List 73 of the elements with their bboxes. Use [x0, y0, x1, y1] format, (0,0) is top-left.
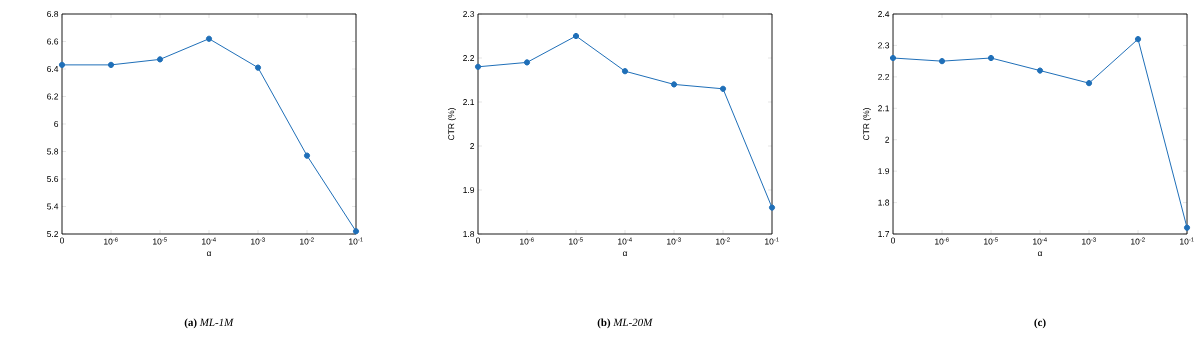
point: [58, 61, 66, 68]
y-tick-label: 1.8: [878, 199, 890, 206]
x-tick-label: 10$^{-4}$: [618, 237, 632, 245]
point: [938, 58, 946, 65]
y-tick-label: 6.8: [47, 11, 59, 17]
point: [156, 56, 164, 63]
point: [1134, 36, 1142, 43]
x-tick-label: 10$^{-3}$: [251, 237, 265, 245]
y-tick-label: 6.6: [47, 38, 59, 45]
y-tick-label: 6: [54, 121, 59, 127]
y-tick-label: 2.3: [878, 42, 890, 49]
y-tick-label: 2: [885, 136, 890, 143]
x-tick-label: 10$^{-1}$: [349, 237, 363, 245]
x-tick-label: 10$^{-2}$: [300, 237, 314, 245]
x-tick-label: 10$^{-1}$: [765, 237, 779, 245]
y-tick-label: 1.9: [878, 168, 890, 175]
point: [352, 228, 360, 235]
x-tick-label: 10$^{-5}$: [569, 237, 583, 245]
x-tick-label: 10$^{-6}$: [520, 237, 534, 245]
y-tick-label: 2.1: [878, 105, 890, 112]
point: [303, 152, 311, 159]
y-tick-label: 1.9: [463, 187, 475, 193]
point: [474, 63, 482, 70]
point: [719, 85, 727, 92]
x-axis-title: α: [1037, 251, 1043, 257]
point: [107, 61, 115, 68]
point: [572, 32, 580, 40]
y-tick-label: 6.4: [47, 66, 59, 72]
y-axis-title: CTR (%): [447, 108, 456, 141]
point: [1085, 80, 1093, 87]
y-tick-label: 5.4: [47, 203, 59, 210]
point: [621, 68, 629, 75]
point: [670, 81, 678, 88]
x-tick-label: 0: [475, 237, 481, 244]
point: [1036, 67, 1044, 74]
x-tick-label: 10$^{-2}$: [1131, 237, 1145, 245]
text: (b) ML-20M: [597, 318, 653, 329]
y-tick-label: 1.7: [878, 231, 890, 237]
y-tick-label: 2: [470, 143, 475, 149]
x-tick-label: 10$^{-3}$: [667, 237, 681, 245]
y-tick-label: 2.2: [878, 73, 890, 80]
x-tick-label: 10$^{-5}$: [153, 237, 167, 245]
x-tick-label: 0: [890, 237, 896, 244]
point: [987, 54, 995, 62]
y-axis-title: CTR (%): [862, 108, 871, 141]
x-tick-label: 10$^{-3}$: [1082, 237, 1096, 245]
y-tick-label: 5.6: [47, 176, 59, 182]
y-tick-label: 2.4: [878, 11, 890, 17]
x-tick-label: 10$^{-4}$: [202, 237, 216, 245]
x-tick-label: 10$^{-6}$: [104, 237, 118, 245]
text: (a) ML-1M: [184, 318, 234, 329]
point: [768, 204, 776, 211]
x-tick-label: 10$^{-1}$: [1180, 237, 1194, 245]
x-axis-title: α: [622, 251, 628, 257]
y-tick-label: 1.8: [463, 231, 475, 237]
y-tick-label: 2.1: [463, 99, 475, 105]
y-tick-label: 5.8: [47, 148, 59, 155]
x-tick-label: 10$^{-2}$: [716, 237, 730, 245]
x-axis-title: α: [206, 251, 212, 257]
point: [1183, 224, 1191, 231]
y-tick-label: 2.2: [463, 55, 475, 61]
point: [205, 35, 213, 42]
x-tick-label: 10$^{-6}$: [935, 237, 949, 245]
y-tick-label: 6.2: [47, 93, 59, 100]
y-tick-label: 5.2: [47, 231, 59, 237]
text: (c): [1034, 318, 1046, 329]
x-tick-label: 10$^{-5}$: [984, 237, 998, 245]
x-tick-label: 10$^{-4}$: [1033, 237, 1047, 245]
point: [889, 54, 897, 62]
x-tick-label: 0: [59, 237, 65, 244]
point: [254, 64, 262, 71]
y-tick-label: 2.3: [463, 11, 475, 17]
point: [523, 59, 531, 66]
